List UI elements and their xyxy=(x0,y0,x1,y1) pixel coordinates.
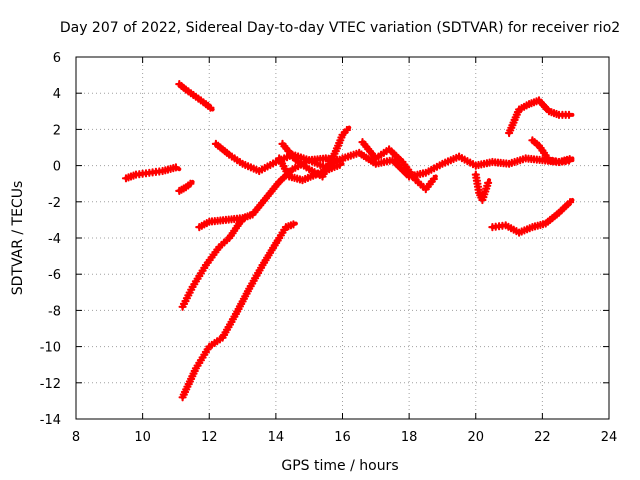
data-point-marker xyxy=(206,103,215,112)
x-tick-label: 22 xyxy=(534,430,551,445)
x-tick-label: 16 xyxy=(334,430,351,445)
x-tick-label: 20 xyxy=(467,430,484,445)
data-point-marker xyxy=(342,125,351,135)
data-point-marker xyxy=(566,198,575,207)
series-arc-9 xyxy=(278,125,352,181)
data-point-marker xyxy=(429,174,438,184)
x-tick-label: 18 xyxy=(401,430,418,445)
x-tick-label: 8 xyxy=(72,430,80,445)
x-tick-label: 10 xyxy=(134,430,151,445)
data-point-marker xyxy=(289,220,298,229)
series-arc-1 xyxy=(121,163,182,183)
grid xyxy=(76,57,609,419)
series-arc-12 xyxy=(488,198,575,237)
series-arc-4 xyxy=(178,214,248,311)
chart-title: Day 207 of 2022, Sidereal Day-to-day VTE… xyxy=(60,20,620,36)
y-tick-label: 0 xyxy=(53,160,61,175)
series-arc-14 xyxy=(528,136,575,167)
y-tick-label: -2 xyxy=(48,196,61,211)
y-tick-label: -12 xyxy=(40,377,61,392)
data-point-marker xyxy=(335,160,344,169)
data-point-marker xyxy=(171,163,180,172)
series-arc-10 xyxy=(358,138,438,194)
series-arc-2 xyxy=(175,80,215,112)
data-point-marker xyxy=(484,178,493,187)
series-arc-8 xyxy=(275,154,345,185)
x-tick-label: 14 xyxy=(268,430,285,445)
y-tick-label: 2 xyxy=(53,123,61,138)
y-tick-label: -10 xyxy=(40,341,61,356)
series-arc-7 xyxy=(211,139,575,181)
x-tick-label: 12 xyxy=(201,430,218,445)
series-arc-3 xyxy=(175,179,195,195)
data-point-marker xyxy=(565,155,574,164)
data-point-marker xyxy=(186,179,195,188)
y-tick-label: -6 xyxy=(48,268,61,283)
series-arc-13 xyxy=(505,96,575,138)
y-tick-label: -4 xyxy=(48,232,61,247)
y-tick-label: -8 xyxy=(48,304,61,319)
x-axis-label: GPS time / hours xyxy=(281,458,398,474)
x-tick-label: 24 xyxy=(601,430,618,445)
plot-area xyxy=(121,80,575,402)
axis-ticks xyxy=(75,56,610,420)
series-arc-11 xyxy=(471,170,493,205)
y-tick-label: 6 xyxy=(53,51,61,66)
y-tick-label: -14 xyxy=(40,413,61,428)
data-point-marker xyxy=(564,110,574,119)
y-axis-label: SDTVAR / TECUs xyxy=(10,181,26,296)
series-arc-5 xyxy=(178,220,298,402)
y-tick-label: 4 xyxy=(53,87,61,102)
